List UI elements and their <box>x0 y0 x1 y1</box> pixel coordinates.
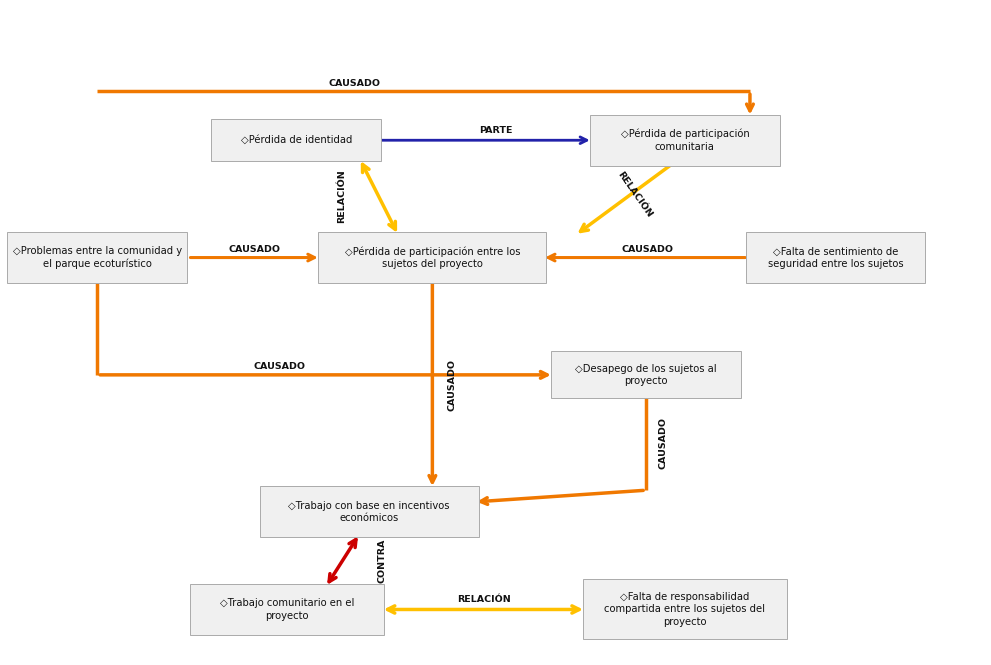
Text: ◇Falta de responsabilidad
compartida entre los sujetos del
proyecto: ◇Falta de responsabilidad compartida ent… <box>605 592 765 627</box>
FancyBboxPatch shape <box>211 119 382 162</box>
Text: ◇Pérdida de identidad: ◇Pérdida de identidad <box>241 135 352 145</box>
Text: ◇Falta de sentimiento de
seguridad entre los sujetos: ◇Falta de sentimiento de seguridad entre… <box>768 246 903 269</box>
Text: ◇Trabajo comunitario en el
proyecto: ◇Trabajo comunitario en el proyecto <box>220 598 354 620</box>
FancyBboxPatch shape <box>260 486 479 537</box>
FancyBboxPatch shape <box>8 232 187 283</box>
Text: ◇Pérdida de participación
comunitaria: ◇Pérdida de participación comunitaria <box>620 129 749 152</box>
Text: ◇Problemas entre la comunidad y
el parque ecoturístico: ◇Problemas entre la comunidad y el parqu… <box>13 246 182 269</box>
FancyBboxPatch shape <box>583 579 787 640</box>
Text: CAUSADO: CAUSADO <box>447 358 456 410</box>
Text: PARTE: PARTE <box>479 126 512 135</box>
Text: ◇Trabajo con base en incentivos
económicos: ◇Trabajo con base en incentivos económic… <box>288 501 450 523</box>
FancyBboxPatch shape <box>189 584 384 635</box>
Text: RELACIÓN: RELACIÓN <box>457 595 510 604</box>
Text: CAUSADO: CAUSADO <box>229 245 280 253</box>
Text: CONTRA: CONTRA <box>378 539 386 583</box>
Text: ◇Pérdida de participación entre los
sujetos del proyecto: ◇Pérdida de participación entre los suje… <box>345 246 520 269</box>
Text: CAUSADO: CAUSADO <box>621 245 673 253</box>
Text: ◇Desapego de los sujetos al
proyecto: ◇Desapego de los sujetos al proyecto <box>575 364 716 386</box>
Text: CAUSADO: CAUSADO <box>329 79 381 88</box>
FancyBboxPatch shape <box>591 115 780 166</box>
FancyBboxPatch shape <box>551 351 740 398</box>
Text: CAUSADO: CAUSADO <box>658 418 667 469</box>
Text: CAUSADO: CAUSADO <box>254 362 306 371</box>
Text: RELACIÓN: RELACIÓN <box>338 169 347 223</box>
FancyBboxPatch shape <box>318 232 546 283</box>
Text: RELACIÓN: RELACIÓN <box>615 170 653 219</box>
FancyBboxPatch shape <box>745 232 926 283</box>
